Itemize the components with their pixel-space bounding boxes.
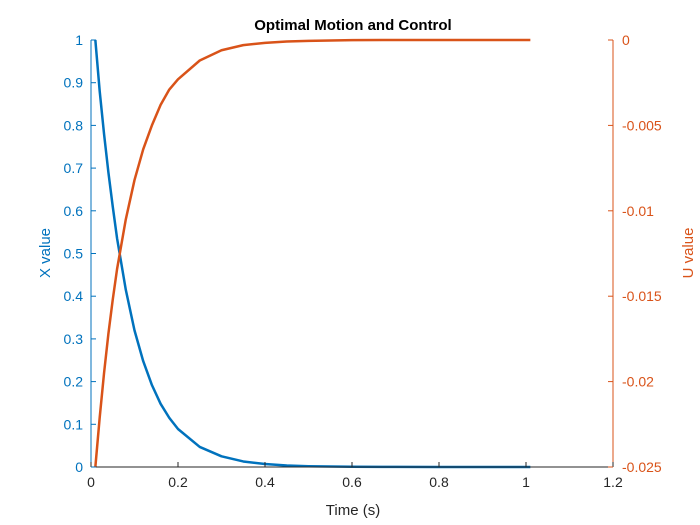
x-tick-label: 0: [87, 474, 95, 490]
left-y-tick-label: 0.9: [64, 75, 84, 91]
u-value-line: [94, 38, 531, 468]
x-tick-label: 0.2: [168, 474, 188, 490]
left-y-tick-label: 0.7: [64, 160, 84, 176]
x-axis-label: Time (s): [326, 502, 380, 519]
right-y-tick-label: -0.005: [622, 117, 662, 133]
right-y-axis-label: U value: [680, 228, 697, 279]
right-y-tick-label: -0.01: [622, 203, 654, 219]
left-y-tick-label: 0.8: [64, 117, 84, 133]
x-tick-label: 1: [522, 474, 530, 490]
x-tick-label: 0.4: [255, 474, 275, 490]
right-y-tick-label: -0.02: [622, 374, 654, 390]
left-y-axis-label: X value: [37, 228, 54, 278]
left-y-tick-label: 0.4: [64, 288, 84, 304]
x-tick-label: 1.2: [603, 474, 623, 490]
x-tick-label: 0.6: [342, 474, 362, 490]
left-y-tick-label: 0.5: [64, 246, 84, 262]
x-tick-label: 0.8: [429, 474, 449, 490]
chart-title: Optimal Motion and Control: [254, 17, 451, 34]
right-y-tick-label: -0.025: [622, 459, 662, 475]
axes: 0 0.2 0.4 0.6 0.8 1 1.2 0 0.1 0.2 0.3 0.4 0.5 0.6 0.7 0…: [64, 32, 662, 490]
right-y-tick-label: -0.015: [622, 288, 662, 304]
left-y-tick-label: 1: [75, 32, 83, 48]
left-y-tick-label: 0.3: [64, 331, 84, 347]
left-y-tick-label: 0.1: [64, 416, 84, 432]
right-y-tick-label: 0: [622, 32, 630, 48]
left-y-tick-label: 0: [75, 459, 83, 475]
left-y-tick-label: 0.6: [64, 203, 84, 219]
left-y-tick-label: 0.2: [64, 374, 84, 390]
